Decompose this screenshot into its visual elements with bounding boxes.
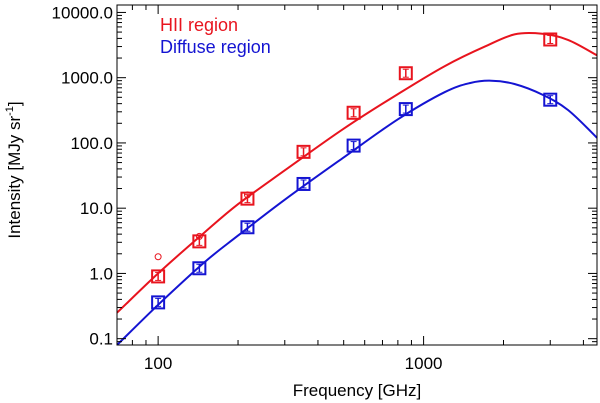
fit-curve-diffuse — [117, 79, 597, 345]
y-axis-title-close: ] — [5, 101, 24, 106]
fit-curves — [117, 31, 597, 345]
y-tick-label: 100.0 — [70, 134, 113, 153]
data-point-hii — [346, 105, 361, 120]
tick-labels: 100 1000 0.1 1.0 10.0 100.0 1000.0 10000.0 — [52, 3, 443, 373]
y-tick-label: 1000.0 — [61, 69, 113, 88]
x-axis-title: Frequency [GHz] — [293, 381, 422, 400]
data-point-diffuse — [151, 295, 166, 310]
data-point-diffuse — [192, 261, 207, 276]
data-point-hii — [398, 66, 413, 81]
y-tick-label: 10000.0 — [52, 3, 113, 22]
open-circle-hii — [154, 253, 162, 261]
y-tick-label: 10.0 — [80, 199, 113, 218]
data-point-hii — [151, 269, 166, 284]
data-points — [151, 32, 558, 310]
data-point-hii — [192, 234, 207, 249]
open-circle-hii — [243, 191, 251, 199]
data-point-hii — [240, 191, 255, 206]
legend-hii-region: HII region — [160, 15, 238, 35]
axis-ticks — [116, 5, 597, 346]
data-point-diffuse — [398, 102, 413, 117]
plot-frame — [116, 4, 598, 346]
fit-curve-hii — [117, 31, 597, 314]
data-point-diffuse — [240, 220, 255, 235]
y-axis-title: Intensity [MJy sr-1] — [4, 101, 24, 238]
y-axis-title-superscript: -1 — [4, 106, 16, 116]
data-point-diffuse — [296, 176, 311, 191]
data-point-hii — [296, 144, 311, 159]
x-tick-label: 100 — [144, 354, 172, 373]
y-tick-label: 1.0 — [89, 264, 113, 283]
open-circle-hii — [195, 232, 203, 240]
y-tick-label: 0.1 — [89, 330, 113, 349]
data-point-diffuse — [543, 92, 558, 107]
legend-diffuse-region: Diffuse region — [160, 37, 271, 57]
data-point-diffuse — [346, 138, 361, 153]
data-point-hii — [543, 32, 558, 47]
x-tick-label: 1000 — [405, 354, 443, 373]
